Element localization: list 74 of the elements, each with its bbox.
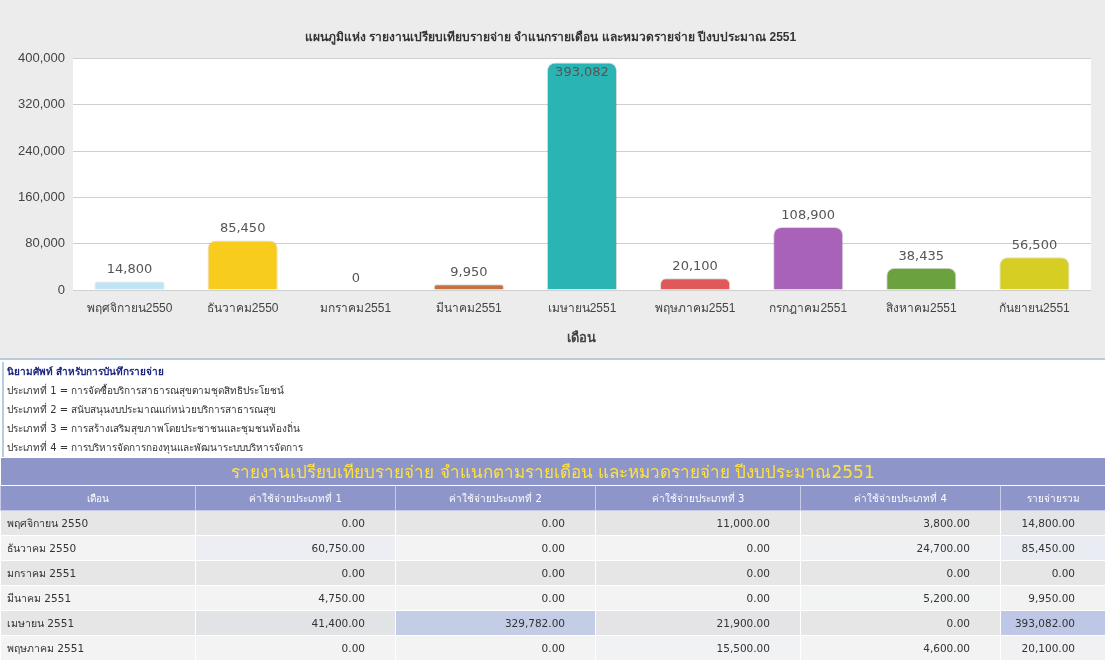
text: ประเภทที่ 4 = การบริหารจัดการกองทุนและพัฒนาระบบบริหารจัดการ (6, 439, 305, 456)
y-tick-label: 320,000 (17, 96, 65, 112)
y-tick-label: มกราคม 2551 (0, 560, 196, 586)
x-tick-label: ค่าใช้จ่ายประเภทที่ 2 (395, 485, 596, 511)
y-tick-label: พฤษภาคม 2551 (0, 635, 196, 661)
data-label: 0.00 (195, 635, 396, 661)
x-tick-label: ค่าใช้จ่ายประเภทที่ 1 (195, 485, 396, 511)
x-tick-label: กันยายน2551 (999, 300, 1071, 315)
data-label: 0.00 (800, 610, 1001, 636)
x-axis-title: เดือน (567, 329, 597, 345)
y-tick-label: มีนาคม 2551 (0, 585, 196, 611)
data-label: 0.00 (395, 510, 596, 536)
y-tick-label: 160,000 (17, 188, 65, 204)
chart-title: แผนภูมิแห่ง รายงานเปรียบเทียบรายจ่าย จำแนกรายเดือน และหมวดรายจ่าย ปีงบประมาณ 2551 (304, 29, 797, 45)
data-label: 0.00 (595, 560, 801, 586)
data-label: 15,500.00 (595, 635, 801, 661)
y-axis-title: เดือน (0, 485, 196, 511)
x-tick-label: มีนาคม2551 (436, 300, 503, 315)
x-tick-label: ค่าใช้จ่ายประเภทที่ 3 (595, 485, 801, 511)
data-label: 9,950 (450, 264, 488, 280)
x-tick-label: พฤศจิกายน2550 (86, 300, 173, 315)
data-label: 0.00 (395, 635, 596, 661)
data-label: 5,200.00 (800, 585, 1001, 611)
data-label: 0.00 (800, 560, 1001, 586)
data-label: 393,082 (555, 64, 609, 80)
x-tick-label: สิงหาคม2551 (885, 300, 957, 315)
y-tick-label: 0 (57, 281, 65, 297)
text: ประเภทที่ 3 = การสร้างเสริมสุขภาพโดยประชาชนและชุมชนท้องถิ่น (6, 420, 302, 437)
x-tick-label: ค่าใช้จ่ายประเภทที่ 4 (800, 485, 1001, 511)
data-label: 20,100.00 (1000, 635, 1105, 661)
data-label: 9,950.00 (1000, 585, 1105, 611)
chart-title: รายงานเปรียบเทียบรายจ่าย จำแนกตามรายเดือน และหมวดรายจ่าย ปีงบประมาณ2551 (0, 457, 1105, 486)
x-tick-label: มกราคม2551 (320, 300, 392, 315)
data-label: 329,782.00 (395, 610, 596, 636)
data-label: 85,450.00 (1000, 535, 1105, 561)
x-tick-label: พฤษภาคม2551 (654, 300, 736, 315)
data-label: 4,600.00 (800, 635, 1001, 661)
data-label: 56,500 (1011, 237, 1058, 253)
y-tick-label: เมษายน 2551 (0, 610, 196, 636)
data-label: 108,900 (781, 206, 836, 222)
data-label: 0.00 (195, 510, 396, 536)
data-label: 14,800.00 (1000, 510, 1105, 536)
data-label: 21,900.00 (595, 610, 801, 636)
data-label: 4,750.00 (195, 585, 396, 611)
data-label: 85,450 (219, 220, 266, 236)
data-label: 0.00 (595, 535, 801, 561)
y-tick-label: พฤศจิกายน 2550 (0, 510, 196, 536)
data-label: 11,000.00 (595, 510, 801, 536)
data-label: 60,750.00 (195, 535, 396, 561)
data-label: 0.00 (195, 560, 396, 586)
data-label: 0.00 (395, 585, 596, 611)
data-label: 0.00 (595, 585, 801, 611)
data-label: 0.00 (395, 535, 596, 561)
data-label: 20,100 (672, 258, 718, 274)
data-label: 24,700.00 (800, 535, 1001, 561)
x-tick-label: กรกฎาคม2551 (769, 300, 848, 315)
data-label: 0.00 (1000, 560, 1105, 586)
text: นิยามศัพท์ สำหรับการบันทึกรายจ่าย (6, 365, 166, 379)
data-label: 41,400.00 (195, 610, 396, 636)
x-tick-label: ธันวาคม2550 (206, 300, 279, 315)
x-tick-label: รายจ่ายรวม (1000, 485, 1105, 511)
data-label: 3,800.00 (800, 510, 1001, 536)
x-tick-label: เมษายน2551 (547, 300, 617, 315)
text: ประเภทที่ 2 = สนับสนุนงบประมาณแก่หน่วยบริการสาธารณสุข (6, 401, 278, 418)
data-label: 0.00 (395, 560, 596, 586)
y-tick-label: 80,000 (25, 235, 65, 251)
y-tick-label: 240,000 (17, 142, 65, 158)
text: ประเภทที่ 1 = การจัดซื้อบริการสาธารณสุขตามชุดสิทธิประโยชน์ (6, 382, 286, 399)
data-label: 38,435 (898, 247, 945, 263)
y-tick-label: ธันวาคม 2550 (0, 535, 196, 561)
y-tick-label: 400,000 (17, 49, 65, 65)
data-label: 393,082.00 (1000, 610, 1105, 636)
data-label: 14,800 (106, 261, 153, 277)
data-label: 0 (351, 269, 360, 285)
